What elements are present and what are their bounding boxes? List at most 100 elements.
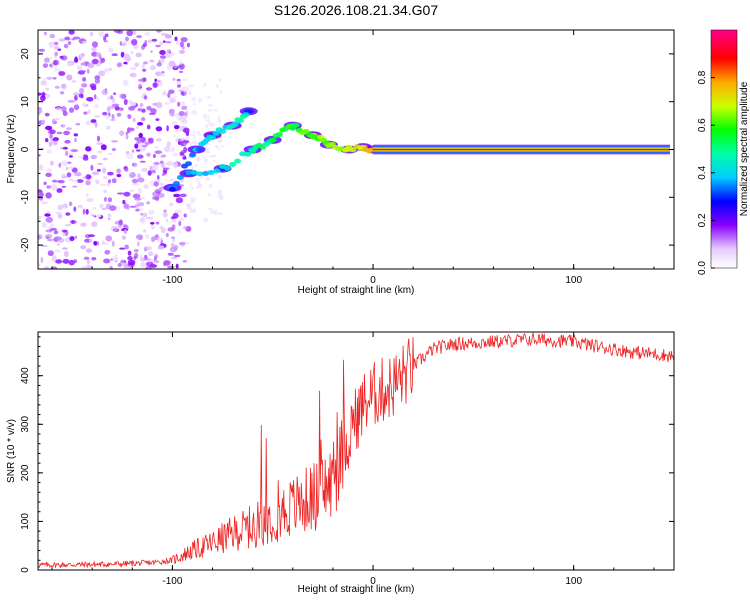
- noise-speckle: [123, 203, 128, 209]
- noise-speckle: [146, 124, 151, 130]
- noise-speckle: [134, 62, 140, 67]
- noise-speckle: [178, 218, 184, 222]
- ridge-dot: [275, 132, 283, 137]
- noise-speckle: [171, 120, 178, 126]
- noise-speckle: [67, 41, 72, 45]
- noise-speckle: [176, 117, 182, 120]
- noise-speckle: [38, 92, 42, 96]
- noise-speckle: [68, 201, 73, 207]
- noise-speckle: [172, 152, 178, 157]
- noise-speckle: [203, 113, 207, 119]
- noise-speckle: [112, 103, 120, 107]
- noise-speckle: [91, 47, 97, 52]
- noise-speckle: [177, 89, 181, 93]
- noise-speckle: [107, 197, 112, 203]
- noise-speckle: [96, 168, 101, 172]
- noise-speckle: [84, 238, 91, 243]
- noise-speckle: [178, 241, 186, 246]
- noise-speckle: [38, 234, 42, 240]
- noise-speckle: [152, 154, 156, 158]
- noise-speckle: [215, 173, 218, 176]
- noise-speckle: [49, 62, 54, 69]
- noise-speckle: [217, 194, 224, 198]
- noise-speckle: [159, 41, 164, 46]
- noise-speckle: [155, 118, 160, 121]
- noise-speckle: [218, 78, 222, 82]
- noise-speckle: [165, 41, 172, 44]
- noise-speckle: [58, 71, 66, 76]
- ridge-dot: [237, 118, 245, 124]
- colorbar-tick-label: 0.8: [697, 70, 708, 84]
- noise-speckle: [165, 52, 172, 58]
- noise-speckle: [132, 183, 140, 186]
- noise-speckle: [172, 134, 176, 138]
- colorbar-tick-label: 0.4: [697, 165, 708, 179]
- noise-speckle: [191, 187, 194, 190]
- noise-speckle: [162, 167, 168, 173]
- noise-speckle: [191, 97, 196, 102]
- ridge-dot: [229, 162, 237, 167]
- noise-speckle: [134, 137, 141, 141]
- noise-speckle: [83, 111, 88, 115]
- noise-speckle: [130, 51, 134, 55]
- noise-speckle: [82, 156, 89, 161]
- ridge-dot: [213, 168, 221, 174]
- noise-speckle: [127, 127, 131, 134]
- snr-y-label: SNR (10 * v/v): [6, 419, 17, 483]
- noise-speckle: [49, 133, 53, 140]
- x-tick-label: 100: [565, 275, 582, 286]
- noise-speckle: [38, 263, 41, 267]
- noise-speckle: [159, 58, 165, 64]
- noise-speckle: [77, 66, 83, 70]
- noise-speckle: [58, 162, 62, 168]
- noise-speckle: [144, 141, 151, 145]
- noise-speckle: [197, 131, 200, 135]
- noise-speckle: [93, 241, 98, 246]
- noise-speckle: [188, 90, 192, 96]
- noise-speckle: [68, 30, 75, 35]
- noise-speckle: [116, 173, 122, 178]
- noise-speckle: [153, 161, 160, 166]
- noise-speckle: [172, 212, 179, 219]
- noise-speckle: [181, 179, 185, 183]
- noise-speckle: [112, 97, 116, 104]
- noise-speckle: [136, 173, 142, 179]
- noise-speckle: [45, 192, 52, 199]
- noise-speckle: [169, 97, 176, 103]
- noise-speckle: [48, 129, 56, 135]
- noise-speckle: [109, 205, 117, 211]
- noise-speckle: [46, 149, 53, 154]
- noise-speckle: [94, 115, 101, 118]
- noise-speckle: [53, 45, 60, 50]
- noise-speckle: [179, 155, 184, 158]
- noise-speckle: [56, 131, 63, 135]
- noise-speckle: [56, 188, 63, 193]
- noise-speckle: [147, 170, 152, 176]
- noise-speckle: [155, 126, 163, 132]
- noise-speckle: [188, 84, 195, 88]
- noise-speckle: [206, 96, 212, 99]
- ridge-dot: [292, 122, 300, 128]
- noise-speckle: [155, 44, 161, 48]
- noise-speckle: [175, 137, 179, 143]
- noise-speckle: [144, 246, 152, 251]
- noise-speckle: [156, 30, 162, 33]
- noise-speckle: [77, 204, 84, 209]
- noise-speckle: [116, 168, 121, 174]
- noise-speckle: [204, 158, 209, 163]
- noise-speckle: [63, 130, 70, 136]
- noise-speckle: [191, 110, 198, 115]
- noise-speckle: [121, 235, 126, 240]
- ridge-dot: [224, 165, 232, 171]
- noise-speckle: [135, 52, 142, 58]
- noise-speckle: [85, 208, 89, 215]
- noise-speckle: [85, 146, 92, 152]
- noise-speckle: [74, 137, 77, 143]
- noise-speckle: [81, 83, 88, 88]
- noise-speckle: [104, 68, 109, 73]
- noise-speckle: [87, 62, 95, 69]
- noise-speckle: [145, 266, 152, 269]
- noise-speckle: [191, 165, 194, 170]
- ridge-dot: [168, 186, 176, 192]
- noise-speckle: [217, 212, 223, 215]
